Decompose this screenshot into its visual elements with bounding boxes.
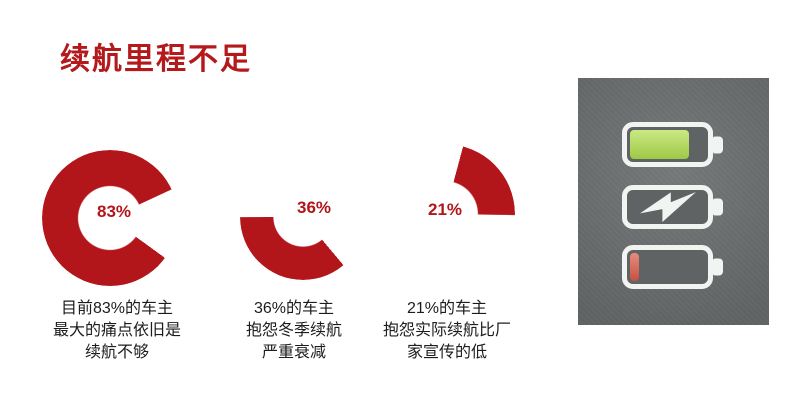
caption-line: 家宣传的低 xyxy=(406,344,487,361)
donut-value-label-36: 36% xyxy=(296,198,332,217)
donut-value-label-21: 21% xyxy=(427,200,463,219)
donut-chart-21 xyxy=(375,144,515,284)
battery-low-body xyxy=(622,245,713,289)
page-title: 续航里程不足 xyxy=(60,43,252,76)
battery-full-body xyxy=(622,122,713,167)
battery-terminal-nub xyxy=(713,198,723,216)
caption-line: 最大的痛点依旧是 xyxy=(52,322,181,339)
caption-83: 目前83%的车主 最大的痛点依旧是 续航不够 xyxy=(32,298,202,364)
lightning-bolt-icon xyxy=(639,192,696,222)
caption-21: 21%的车主 抱怨实际续航比厂 家宣传的低 xyxy=(362,298,532,364)
caption-36: 36%的车主 抱怨冬季续航 严重衰减 xyxy=(209,298,379,364)
battery-full-icon xyxy=(622,122,723,167)
donut-chart-83 xyxy=(42,150,178,286)
battery-image-panel xyxy=(578,78,769,325)
battery-low-icon xyxy=(622,245,723,289)
caption-line: 抱怨冬季续航 xyxy=(245,322,342,339)
battery-terminal-nub xyxy=(713,136,723,153)
battery-charging-body xyxy=(622,185,713,229)
battery-full-charge-bar xyxy=(630,130,689,159)
caption-line: 续航不够 xyxy=(84,344,149,361)
donut-chart-36 xyxy=(240,154,366,280)
caption-line: 目前83%的车主 xyxy=(60,300,174,317)
battery-low-charge-bar xyxy=(630,253,639,281)
donut-value-label-83: 83% xyxy=(96,202,132,221)
battery-charging-icon xyxy=(622,185,723,229)
caption-line: 36%的车主 xyxy=(253,300,335,317)
caption-line: 抱怨实际续航比厂 xyxy=(382,322,511,339)
caption-line: 21%的车主 xyxy=(406,300,488,317)
caption-line: 严重衰减 xyxy=(261,344,326,361)
battery-terminal-nub xyxy=(713,258,723,276)
